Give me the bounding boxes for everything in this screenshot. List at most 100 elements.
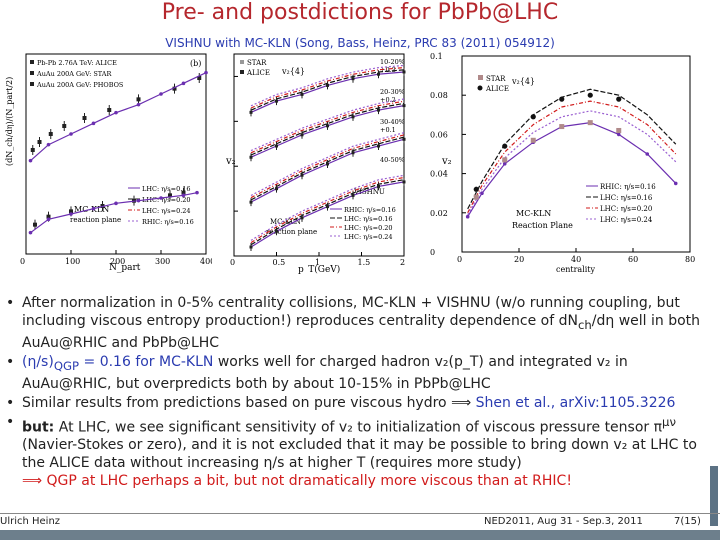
bullet-dot: • [6, 295, 15, 311]
y-axis-label: v₂ [226, 156, 236, 167]
bullet-sub: ch [577, 317, 592, 332]
series-marker [69, 132, 73, 136]
centrality-curve-2 [467, 100, 677, 214]
legend-label: LHC: η/s=0.20 [600, 205, 652, 213]
x-tick-label: 80 [685, 255, 695, 264]
series-marker [136, 198, 141, 203]
star-point [530, 137, 536, 143]
curve-marker [645, 152, 650, 156]
bullet-highlight-sub: QGP [53, 358, 80, 373]
legend-label: LHC: η/s=0.20 [142, 196, 191, 204]
multiplicity-chart: (dN_ch/dη)/(N_part/2) N_part (b) MC-KLN … [5, 53, 212, 273]
bullet-text-rest: /dη well in both AuAu@RHIC and PbPb@LHC [22, 313, 701, 351]
nav-scrollbar[interactable] [710, 466, 718, 526]
series-marker [91, 206, 96, 211]
legend-label: LHC: η/s=0.24 [142, 207, 191, 215]
curve-marker [673, 181, 678, 186]
curve-3-2 [250, 176, 405, 244]
star-point [473, 194, 479, 200]
legend-label: LHC: η/s=0.20 [344, 224, 393, 232]
bullet-dot: • [6, 413, 15, 430]
x-axis-label: p_T(GeV) [298, 264, 340, 274]
legend-marker [30, 82, 34, 86]
bullet-highlight-rest: = 0.16 for MC-KLN [79, 353, 214, 370]
x-tick-label: 60 [628, 255, 638, 264]
x-tick-label: 20 [514, 255, 524, 264]
series-marker [159, 92, 163, 96]
legend-label: STAR [486, 75, 506, 83]
figure-citation: VISHNU with MC-KLN (Song, Bass, Heinz, P… [165, 36, 555, 50]
bullet-sup: μν [662, 414, 676, 429]
bullet-list: • After normalization in 0-5% centrality… [6, 294, 714, 491]
series-marker [69, 212, 73, 216]
reference-link[interactable]: Shen et al., arXiv:1105.3226 [475, 394, 676, 411]
x-tick-label: 2 [400, 258, 405, 267]
x-tick-label: 0 [230, 258, 235, 267]
footer-rule [0, 513, 720, 514]
footer: Ulrich Heinz NED2011, Aug 31 - Sep.3, 20… [0, 513, 720, 540]
bullet-similar-results: • Similar results from predictions based… [6, 394, 714, 412]
legend-label: Pb-Pb 2.76A TeV: ALICE [37, 59, 117, 67]
y-tick-label: 0.08 [430, 91, 448, 100]
centrality-label: +0.1 [380, 126, 396, 134]
curve-2-3 [250, 132, 405, 197]
centrality-label: +0.3 [380, 66, 396, 74]
x-tick-label: 1.5 [358, 258, 371, 267]
series-marker [28, 230, 33, 235]
curve-0-3 [250, 64, 405, 107]
y-tick-label: 0.1 [430, 52, 443, 61]
x-tick-label: 100 [65, 257, 80, 266]
x-tick-label: 0 [457, 255, 462, 264]
series-marker [181, 193, 186, 198]
bullet-text-rest: (Navier-Stokes or zero), and it is not e… [22, 437, 697, 472]
bullet-text: At LHC, we see significant sensitivity o… [54, 419, 663, 436]
star-point [559, 124, 565, 130]
annotation-line2: Reaction Plane [512, 221, 573, 230]
x-tick-label: 200 [110, 257, 125, 266]
legend-label: LHC: η/s=0.16 [142, 185, 191, 193]
legend-label: LHC: η/s=0.16 [600, 194, 653, 202]
centrality-label: 30-40% [380, 118, 405, 126]
series-marker [159, 196, 163, 200]
v2-pt-chart: v₂ p_T(GeV) v₂{4} MC-KLN reaction plane … [226, 53, 406, 274]
curve-marker [502, 162, 507, 166]
bullet-text: Similar results from predictions based o… [22, 394, 476, 411]
legend-marker [30, 71, 34, 75]
centrality-label: 20-30% [380, 88, 405, 96]
curve-3-3 [250, 174, 405, 241]
legend-marker [240, 60, 244, 64]
x-tick-label: 40 [571, 255, 581, 264]
legend-label: AuAu 200A GeV: STAR [36, 70, 112, 78]
legend-label: LHC: η/s=0.24 [600, 216, 653, 224]
series-marker [195, 190, 199, 195]
footer-page-number: 7(15) [674, 516, 701, 527]
series-marker [136, 102, 141, 107]
x-tick-label: 0 [20, 257, 25, 266]
series-marker [114, 201, 118, 206]
star-point [502, 157, 508, 163]
legend-label: AuAu 200A GeV: PHOBOS [36, 81, 123, 89]
panel-tag: (b) [190, 59, 201, 68]
legend-marker [30, 60, 34, 64]
y-axis-label: v₂ [441, 156, 452, 167]
legend-label: ALICE [246, 69, 270, 77]
v2-label: v₂{4} [511, 77, 535, 86]
v2-label: v₂{4} [281, 67, 305, 76]
alice-point [587, 92, 593, 98]
legend-label: RHIC: η/s=0.16 [142, 218, 194, 226]
legend-marker [240, 70, 244, 74]
x-tick-label: 400 [200, 257, 212, 266]
legend-label: RHIC: η/s=0.16 [600, 183, 656, 191]
bullet-text: works well for charged hadron v₂(p_T) an… [22, 353, 628, 392]
star-point [616, 127, 622, 133]
legend-label: ALICE [485, 85, 509, 93]
panel-v2-pt: v₂ p_T(GeV) v₂{4} MC-KLN reaction plane … [226, 52, 412, 274]
annotation-line1: MC-KLN [270, 218, 301, 226]
legend-label: RHIC: η/s=0.16 [344, 206, 396, 214]
curve-1-2 [250, 100, 405, 154]
footer-conference: NED2011, Aug 31 - Sep.3, 2011 [484, 516, 643, 527]
y-tick-label: 0.06 [430, 130, 448, 139]
x-tick-label: 1 [315, 258, 320, 267]
footer-author: Ulrich Heinz [0, 516, 61, 527]
annotation-line1: MC-KLN [516, 209, 551, 218]
